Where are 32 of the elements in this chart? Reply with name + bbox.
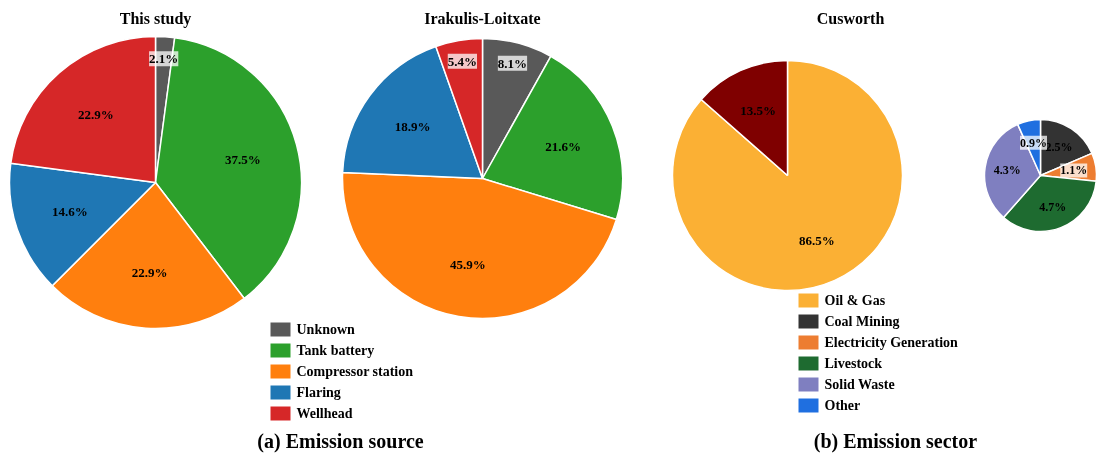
data-label: 22.9%	[77, 106, 114, 122]
data-label: 1.1%	[1060, 163, 1088, 178]
legend-label: Unknown	[296, 322, 356, 337]
data-label: 4.7%	[1039, 199, 1067, 214]
legend-label: Flaring	[296, 385, 341, 400]
text: (a) Emission source	[257, 429, 424, 453]
legend-label: Wellhead	[296, 406, 353, 421]
legend-label: Other	[824, 398, 861, 413]
data-label: 13.5%	[740, 103, 777, 119]
data-label: 18.9%	[394, 119, 431, 135]
data-label: 8.1%	[497, 55, 528, 71]
data-label: 4.3%	[993, 163, 1021, 178]
legend-label: Compressor station	[296, 364, 414, 379]
data-label: 14.6%	[51, 204, 88, 220]
data-label: 2.1%	[149, 51, 179, 67]
legend-label: Electricity Generation	[824, 335, 959, 350]
data-label: 0.9%	[1020, 135, 1048, 150]
slice-label: Irakulis-Loitxate	[424, 10, 541, 27]
legend-label: Oil & Gas	[824, 293, 886, 308]
data-label: 22.9%	[131, 265, 168, 281]
legend-label: Solid Waste	[824, 377, 895, 392]
slice-label: This study	[119, 10, 192, 28]
data-label: 45.9%	[449, 256, 486, 272]
data-label: 86.5%	[798, 232, 835, 248]
legend-label: Coal Mining	[824, 314, 900, 329]
data-label: 5.4%	[447, 53, 478, 69]
data-label: 37.5%	[225, 151, 261, 167]
legend-label: Tank battery	[296, 343, 375, 358]
chart-title: Cusworth	[816, 10, 885, 27]
legend-label: Livestock	[824, 356, 883, 371]
data-label: 21.6%	[545, 138, 581, 154]
text: (b) Emission sector	[813, 429, 978, 453]
